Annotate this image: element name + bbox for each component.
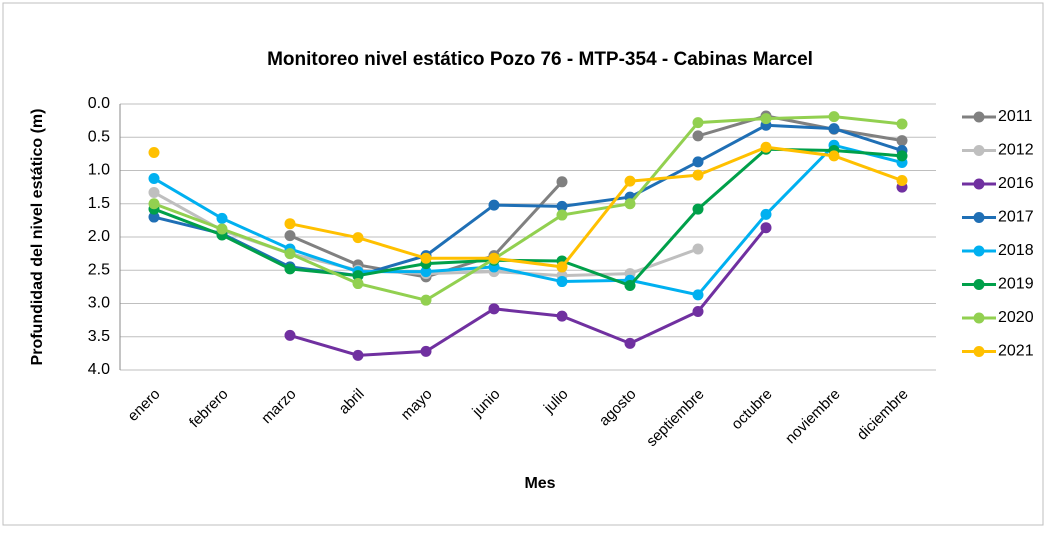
data-point: [284, 329, 296, 341]
series-line: [697, 114, 903, 143]
data-point: [692, 130, 704, 142]
data-point: [420, 294, 432, 306]
data-point: [624, 337, 636, 349]
legend-label: 2018: [998, 242, 1034, 259]
data-point: [624, 175, 636, 187]
data-point: [352, 349, 364, 361]
data-point: [216, 212, 228, 224]
data-point: [828, 150, 840, 162]
legend-label: 2017: [998, 209, 1034, 226]
y-tick-label: 2.5: [88, 261, 110, 278]
data-point: [692, 156, 704, 168]
data-point: [692, 305, 704, 317]
x-axis-label: Mes: [524, 475, 555, 492]
data-point: [828, 123, 840, 135]
series-line: [289, 226, 768, 357]
y-tick-label: 0.5: [88, 128, 110, 145]
legend-marker: [973, 279, 985, 290]
y-tick-label: 2.0: [88, 228, 110, 245]
data-point: [352, 232, 364, 244]
series-line: [289, 145, 903, 269]
y-tick-label: 3.0: [88, 295, 110, 312]
y-tick-label: 4.0: [88, 361, 110, 378]
y-tick-label: 1.5: [88, 195, 110, 212]
data-point: [556, 276, 568, 288]
data-point: [148, 211, 160, 223]
data-point: [760, 222, 772, 234]
legend-marker: [973, 178, 985, 190]
data-point: [692, 203, 704, 215]
data-point: [556, 261, 568, 273]
data-point: [896, 150, 908, 162]
data-point: [148, 186, 160, 198]
series-line: [153, 115, 903, 302]
data-point: [284, 230, 296, 242]
data-point: [692, 289, 704, 301]
legend-marker: [973, 245, 985, 257]
data-point: [896, 135, 908, 147]
data-point: [148, 172, 160, 184]
data-point: [556, 200, 568, 212]
data-point: [760, 141, 772, 153]
data-point: [624, 198, 636, 210]
data-point: [488, 303, 500, 315]
data-point: [760, 208, 772, 220]
data-point: [692, 117, 704, 129]
chart-title: Monitoreo nivel estático Pozo 76 - MTP-3…: [267, 49, 813, 70]
legend-marker: [973, 212, 985, 223]
series-line: [153, 143, 903, 297]
legend-marker: [973, 111, 985, 123]
legend-label: 2011: [998, 108, 1033, 125]
data-point: [692, 169, 704, 181]
legend-label: 2012: [998, 142, 1034, 159]
data-point: [896, 174, 908, 186]
y-axis-label: Profundidad del nivel estático (m): [29, 109, 46, 366]
data-point: [556, 209, 568, 221]
data-point: [624, 280, 636, 292]
legend-label: 2021: [998, 343, 1034, 360]
legend-label: 2016: [998, 175, 1034, 192]
legend-marker: [973, 312, 985, 324]
data-point: [284, 218, 296, 230]
data-point: [352, 270, 364, 282]
data-point: [420, 252, 432, 264]
data-point: [284, 248, 296, 260]
data-point: [420, 345, 432, 357]
data-point: [148, 198, 160, 210]
data-point: [420, 266, 432, 278]
data-point: [352, 278, 364, 290]
data-point: [556, 176, 568, 188]
series-line: [153, 123, 903, 278]
chart-frame: [2, 2, 1044, 526]
data-point: [148, 147, 160, 159]
data-point: [896, 118, 908, 130]
legend-label: 2020: [998, 309, 1034, 326]
data-point: [692, 243, 704, 255]
data-point: [556, 310, 568, 322]
data-point: [216, 223, 228, 235]
data-point: [284, 263, 296, 275]
data-point: [760, 113, 772, 125]
y-tick-label: 0.0: [88, 95, 110, 112]
legend-marker: [973, 145, 985, 156]
data-point: [828, 111, 840, 123]
legend-marker: [973, 346, 985, 357]
y-tick-label: 3.5: [88, 328, 110, 345]
data-point: [488, 199, 500, 211]
y-tick-label: 1.0: [88, 162, 110, 179]
legend-label: 2019: [998, 276, 1034, 293]
data-point: [488, 252, 500, 264]
